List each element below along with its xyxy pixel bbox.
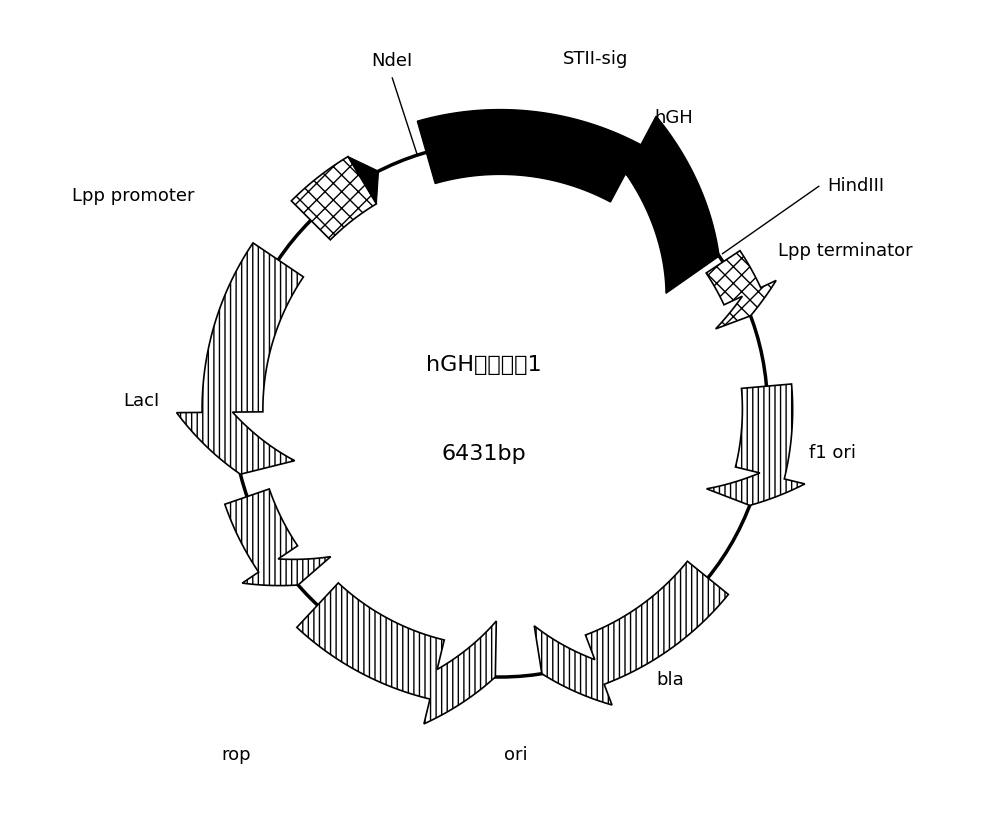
Polygon shape: [348, 156, 379, 204]
Text: LacI: LacI: [123, 392, 160, 410]
Text: bla: bla: [656, 671, 684, 689]
Text: Lpp terminator: Lpp terminator: [778, 242, 913, 260]
Polygon shape: [291, 156, 376, 240]
Text: ori: ori: [504, 746, 528, 764]
Polygon shape: [706, 251, 776, 329]
Polygon shape: [177, 243, 303, 474]
Text: f1 ori: f1 ori: [809, 444, 856, 462]
Polygon shape: [417, 110, 719, 293]
Text: 6431bp: 6431bp: [441, 444, 526, 464]
Text: HindIII: HindIII: [827, 177, 884, 195]
Text: hGH表达质粒1: hGH表达质粒1: [426, 355, 542, 375]
Text: hGH: hGH: [654, 108, 693, 126]
Text: Lpp promoter: Lpp promoter: [72, 187, 195, 205]
Polygon shape: [707, 384, 805, 505]
Polygon shape: [225, 489, 331, 586]
Text: STII-sig: STII-sig: [563, 50, 629, 67]
Polygon shape: [297, 583, 496, 724]
Text: NdeI: NdeI: [372, 52, 413, 70]
Polygon shape: [534, 561, 728, 705]
Text: rop: rop: [221, 746, 251, 764]
